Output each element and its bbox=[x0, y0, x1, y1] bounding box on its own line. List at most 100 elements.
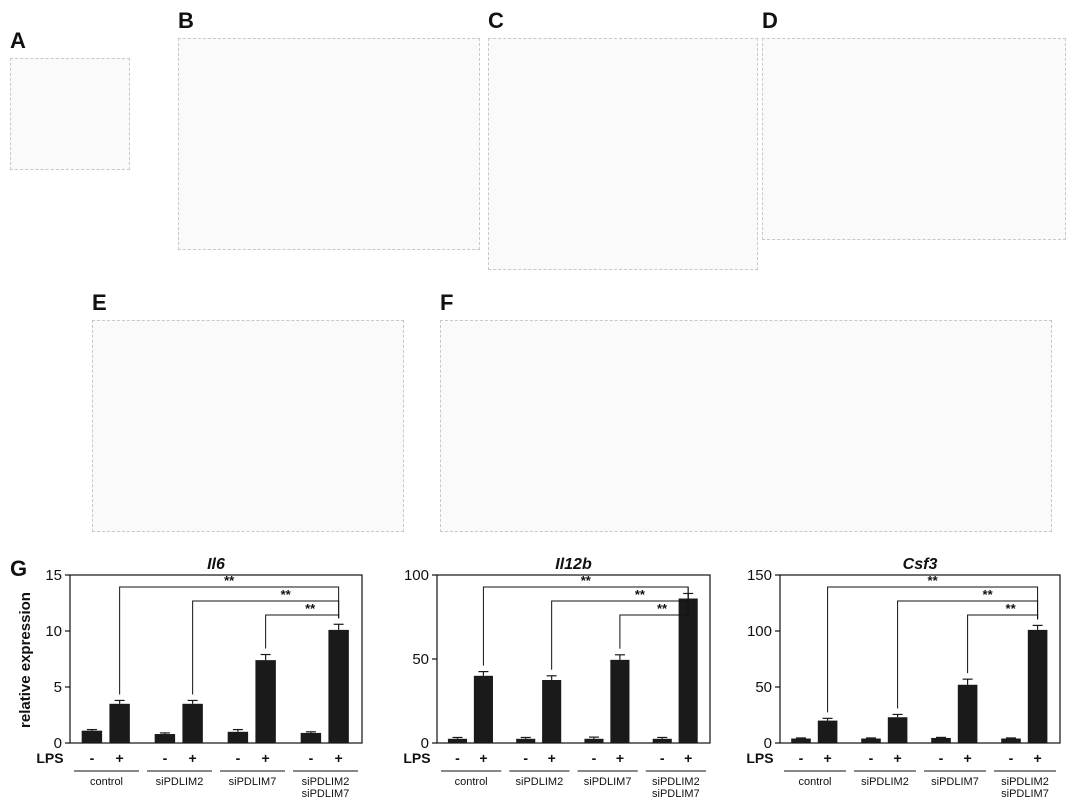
group-label: siPDLIM7 bbox=[302, 788, 350, 800]
lps-label: LPS bbox=[403, 750, 430, 766]
y-tick-label: 0 bbox=[54, 735, 62, 752]
y-tick-label: 0 bbox=[764, 735, 772, 752]
lps-plus: + bbox=[894, 750, 902, 766]
y-tick-label: 50 bbox=[755, 679, 772, 696]
lps-minus: - bbox=[660, 750, 665, 766]
significance-marker: ** bbox=[224, 573, 235, 588]
bar bbox=[227, 731, 249, 743]
y-tick-label: 100 bbox=[747, 623, 772, 640]
significance-marker: ** bbox=[305, 601, 316, 616]
panel-letter-c: C bbox=[488, 8, 504, 33]
bar bbox=[861, 738, 881, 743]
bar bbox=[1001, 738, 1021, 743]
blot-panel-a bbox=[10, 58, 130, 170]
group-label: siPDLIM2 bbox=[516, 776, 564, 788]
significance-marker: ** bbox=[657, 601, 668, 616]
lps-plus: + bbox=[116, 750, 124, 766]
bar bbox=[154, 734, 176, 743]
lps-plus: + bbox=[548, 750, 556, 766]
lps-plus: + bbox=[479, 750, 487, 766]
significance-marker: ** bbox=[281, 587, 292, 602]
significance-marker: ** bbox=[928, 573, 939, 588]
plot-frame bbox=[779, 574, 1061, 744]
bar bbox=[109, 703, 130, 743]
lps-minus: - bbox=[1009, 750, 1014, 766]
bar bbox=[584, 738, 604, 743]
blot-panel-d bbox=[762, 38, 1066, 240]
chart-title: Il6 bbox=[207, 556, 225, 573]
lps-minus: - bbox=[869, 750, 874, 766]
plot-frame bbox=[69, 574, 363, 744]
bar bbox=[610, 659, 630, 743]
group-label: siPDLIM7 bbox=[1001, 788, 1049, 800]
significance-bracket bbox=[482, 586, 689, 666]
chart-title: Il12b bbox=[555, 556, 592, 573]
panel-letter-a: A bbox=[10, 28, 26, 53]
bar bbox=[447, 738, 468, 743]
lps-plus: + bbox=[616, 750, 624, 766]
bar bbox=[678, 598, 698, 743]
lps-minus: - bbox=[799, 750, 804, 766]
group-label: siPDLIM7 bbox=[931, 776, 979, 788]
lps-label: LPS bbox=[746, 750, 773, 766]
panel-letter-f: F bbox=[440, 290, 454, 315]
lps-plus: + bbox=[262, 750, 270, 766]
bar bbox=[328, 629, 349, 743]
bar bbox=[652, 738, 672, 743]
lps-minus: - bbox=[309, 750, 314, 766]
y-tick-label: 150 bbox=[747, 567, 772, 584]
group-label: control bbox=[455, 776, 488, 788]
significance-bracket bbox=[619, 587, 689, 649]
bar bbox=[887, 717, 908, 743]
significance-marker: ** bbox=[1006, 601, 1017, 616]
blot-panel-f bbox=[440, 320, 1052, 532]
bar bbox=[1027, 629, 1048, 743]
group-label: control bbox=[798, 776, 831, 788]
lps-minus: - bbox=[236, 750, 241, 766]
bar bbox=[182, 703, 203, 743]
group-label: siPDLIM2 bbox=[302, 776, 350, 788]
panel-letter-e: E bbox=[92, 290, 107, 315]
bar bbox=[817, 720, 838, 743]
lps-plus: + bbox=[684, 750, 692, 766]
lps-plus: + bbox=[1034, 750, 1042, 766]
group-label: siPDLIM7 bbox=[584, 776, 632, 788]
significance-bracket bbox=[967, 614, 1039, 674]
significance-marker: ** bbox=[983, 587, 994, 602]
group-label: siPDLIM7 bbox=[652, 788, 700, 800]
lps-plus: + bbox=[964, 750, 972, 766]
y-tick-label: 0 bbox=[421, 735, 429, 752]
group-label: siPDLIM2 bbox=[652, 776, 700, 788]
significance-bracket bbox=[897, 600, 1039, 709]
lps-minus: - bbox=[455, 750, 460, 766]
y-tick-label: 15 bbox=[45, 567, 62, 584]
lps-minus: - bbox=[90, 750, 95, 766]
significance-marker: ** bbox=[635, 587, 646, 602]
lps-minus: - bbox=[592, 750, 597, 766]
blot-panel-e bbox=[92, 320, 404, 532]
y-tick-label: 5 bbox=[54, 679, 62, 696]
lps-minus: - bbox=[163, 750, 168, 766]
panel-letter-g: G bbox=[10, 556, 28, 581]
group-label: siPDLIM7 bbox=[229, 776, 277, 788]
panel-letter-b: B bbox=[178, 8, 194, 33]
bar bbox=[542, 680, 562, 743]
bar bbox=[300, 732, 322, 743]
lps-plus: + bbox=[335, 750, 343, 766]
bar bbox=[255, 660, 276, 743]
bar bbox=[473, 675, 493, 743]
y-tick-label: 50 bbox=[412, 651, 429, 668]
blot-panel-c bbox=[488, 38, 758, 270]
y-axis-label: relative expression bbox=[17, 592, 34, 728]
group-label: control bbox=[90, 776, 123, 788]
significance-marker: ** bbox=[581, 573, 592, 588]
bar bbox=[81, 730, 103, 743]
group-label: siPDLIM2 bbox=[861, 776, 909, 788]
lps-minus: - bbox=[523, 750, 528, 766]
bar bbox=[931, 737, 951, 743]
chart-title: Csf3 bbox=[903, 556, 938, 573]
blot-panel-b bbox=[178, 38, 480, 250]
lps-label: LPS bbox=[36, 750, 63, 766]
y-tick-label: 100 bbox=[404, 567, 429, 584]
